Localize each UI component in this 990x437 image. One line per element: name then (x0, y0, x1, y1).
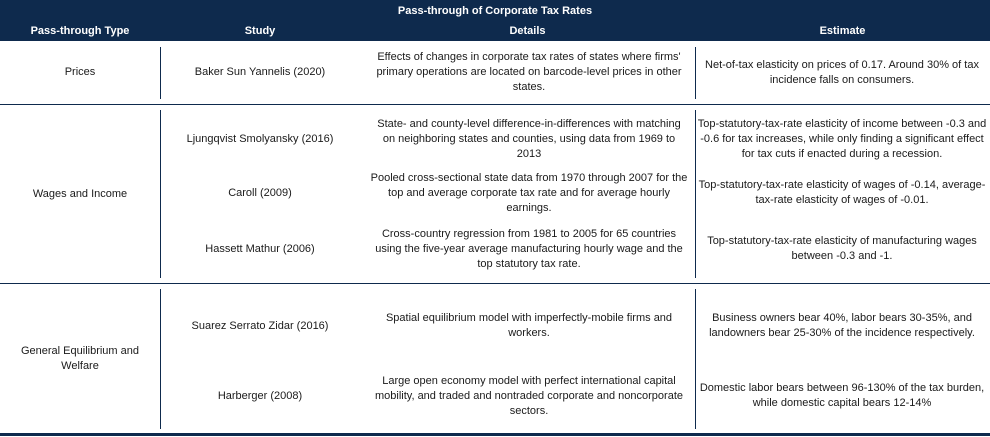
study-cell: Baker Sun Yannelis (2020) (194, 66, 326, 78)
details-cell: Pooled cross-sectional state data from 1… (370, 171, 688, 214)
details-cell: Spatial equilibrium model with imperfect… (385, 312, 673, 339)
table-header-row: Pass-through Type Study Details Estimate (0, 21, 990, 41)
column-divider (695, 47, 696, 99)
header-details: Details (509, 25, 546, 37)
study-cell: Caroll (2009) (228, 186, 292, 199)
column-divider (160, 47, 161, 99)
header-estimate: Estimate (819, 25, 866, 37)
details-cell: Effects of changes in corporate tax rate… (376, 51, 682, 93)
group-label-wages-income: Wages and Income (32, 187, 128, 200)
study-cell: Ljungqvist Smolyansky (2016) (186, 133, 334, 145)
group-divider (0, 283, 990, 284)
table-title: Pass-through of Corporate Tax Rates (0, 0, 990, 21)
column-divider (695, 110, 696, 278)
details-cell: Large open economy model with perfect in… (374, 374, 683, 417)
group-label-prices: Prices (64, 66, 96, 78)
header-study: Study (244, 25, 276, 37)
study-cell: Harberger (2008) (217, 389, 303, 402)
estimate-cell: Net-of-tax elasticity on prices of 0.17.… (705, 58, 979, 86)
details-cell: Cross-country regression from 1981 to 20… (375, 227, 683, 270)
table-bottom-rule (0, 433, 990, 436)
estimate-cell: Top-statutory-tax-rate elasticity of inc… (697, 118, 987, 160)
column-divider (695, 289, 696, 429)
header-passthrough-type: Pass-through Type (30, 25, 130, 37)
estimate-cell: Business owners bear 40%, labor bears 30… (709, 312, 975, 339)
estimate-cell: Top-statutory-tax-rate elasticity of wag… (698, 179, 986, 206)
study-cell: Hassett Mathur (2006) (205, 242, 315, 255)
study-cell: Suarez Serrato Zidar (2016) (191, 319, 329, 332)
details-cell: State- and county-level difference-in-di… (377, 118, 681, 160)
estimate-cell: Top-statutory-tax-rate elasticity of man… (707, 235, 977, 262)
column-divider (160, 289, 161, 429)
group-divider (0, 104, 990, 105)
estimate-cell: Domestic labor bears between 96-130% of … (699, 382, 985, 409)
group-label-general-equilibrium: General Equilibrium and Welfare (20, 345, 139, 372)
column-divider (160, 110, 161, 278)
